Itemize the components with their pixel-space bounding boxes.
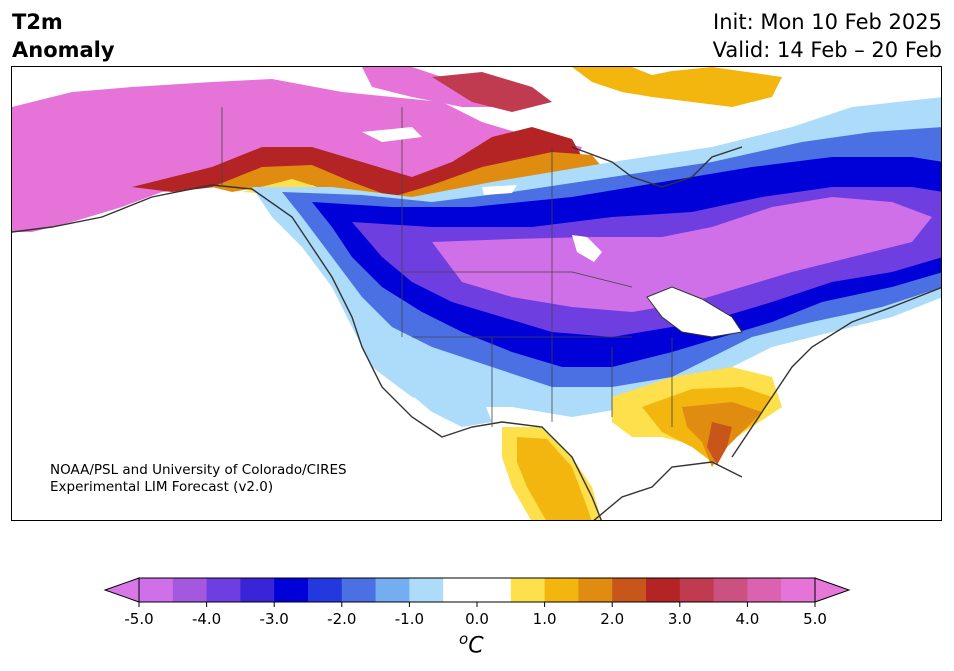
colorbar-tick-label: -2.0 (327, 610, 356, 628)
credit-line-1: NOAA/PSL and University of Colorado/CIRE… (50, 462, 347, 478)
cold-anomaly-core (432, 197, 932, 312)
colorbar-tick-label: 1.0 (533, 610, 557, 628)
credit-text: NOAA/PSL and University of Colorado/CIRE… (50, 462, 347, 496)
colorbar-bin (781, 578, 816, 602)
colorbar-tick-label: 5.0 (803, 610, 827, 628)
colorbar-tick-label: 3.0 (668, 610, 692, 628)
title-line-1: T2m (12, 10, 63, 34)
colorbar-tick-label: -4.0 (192, 610, 221, 628)
admin-borders (221, 107, 673, 427)
colorbar-over-arrow (814, 577, 851, 603)
colorbar-tick-label: -5.0 (124, 610, 153, 628)
colorbar-tick-label: -3.0 (260, 610, 289, 628)
colorbar-bin (679, 578, 715, 602)
credit-line-2: Experimental LIM Forecast (v2.0) (50, 479, 274, 495)
coastlines (12, 146, 941, 520)
colorbar-bin (409, 578, 444, 602)
warm-band-orange (212, 152, 602, 217)
colorbar-bin (172, 578, 208, 602)
colorbar-bin (206, 578, 241, 602)
unit-degree: o (459, 630, 469, 648)
title-line-2: Anomaly (12, 38, 115, 62)
init-date: Init: Mon 10 Feb 2025 (713, 10, 942, 34)
colorbar-bin (713, 578, 748, 602)
colorbar-tick-label: 4.0 (735, 610, 759, 628)
arctic-warm-patch (572, 67, 782, 107)
colorbar-bin (510, 578, 546, 602)
colorbar-bin (274, 578, 309, 602)
colorbar-bin (375, 578, 410, 602)
colorbar-tick-label: -1.0 (395, 610, 424, 628)
colorbar-bin (646, 578, 681, 602)
colorbar-under-arrow (103, 577, 140, 603)
colorbar-bin (240, 578, 275, 602)
map-canvas (12, 67, 941, 520)
map-title: T2m Anomaly (12, 8, 115, 64)
forecast-dates: Init: Mon 10 Feb 2025 Valid: 14 Feb – 20… (713, 8, 942, 64)
colorbar-bin (544, 578, 579, 602)
colorbar-bin (341, 578, 377, 602)
colorbar-bin (747, 578, 782, 602)
colorbar-bin (578, 578, 613, 602)
anomaly-map: NOAA/PSL and University of Colorado/CIRE… (11, 66, 942, 521)
colorbar-tick-label: 0.0 (465, 610, 489, 628)
colorbar-bin (477, 578, 512, 602)
colorbar-bin (139, 578, 174, 602)
unit-label: C (468, 633, 484, 659)
colorbar-bin (443, 578, 478, 602)
colorbar-bin (612, 578, 647, 602)
colorbar-unit: oC (459, 630, 484, 658)
colorbar-bin (308, 578, 343, 602)
valid-range: Valid: 14 Feb – 20 Feb (712, 38, 942, 62)
colorbar-tick-label: 2.0 (600, 610, 624, 628)
southwest-cool (362, 327, 492, 427)
